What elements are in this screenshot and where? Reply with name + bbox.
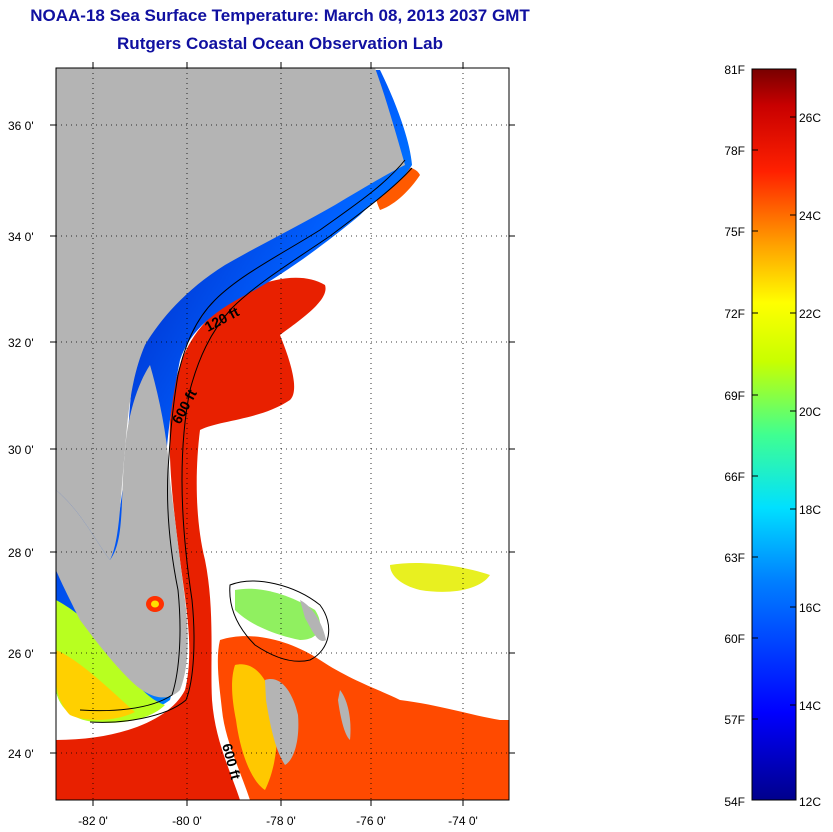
graticule	[56, 68, 509, 800]
colorbar-c-label: 18C	[799, 503, 821, 517]
contour-600ft	[89, 167, 413, 723]
colorbar-c-label: 16C	[799, 601, 821, 615]
colorbar-f-label: 69F	[724, 389, 745, 403]
colorbar-f-label: 75F	[724, 225, 745, 239]
colorbar-f-label: 63F	[724, 551, 745, 565]
map-frame	[55, 67, 510, 801]
map-subtitle: Rutgers Coastal Ocean Observation Lab	[117, 34, 443, 53]
contour-bahamas	[229, 580, 330, 662]
colorbar-f-label: 54F	[724, 795, 745, 809]
gulf-stream-band	[56, 277, 326, 800]
map-title: NOAA-18 Sea Surface Temperature: March 0…	[30, 6, 530, 25]
colorbar-f-label: 81F	[724, 63, 745, 77]
lake-okeechobee-center	[151, 600, 159, 608]
colorbar-f-label: 60F	[724, 632, 745, 646]
lon-label-78: -78 0'	[266, 814, 296, 828]
lon-label-82: -82 0'	[78, 814, 108, 828]
lon-label-80: -80 0'	[172, 814, 202, 828]
florida-shelf-yellow	[56, 650, 135, 720]
colorbar	[751, 68, 797, 801]
offshore-yellow-patch	[390, 563, 490, 592]
colorbar-c-label: 24C	[799, 209, 821, 223]
bahamas-yellow-shoals	[232, 664, 277, 790]
land-florida	[56, 365, 188, 698]
lat-label-26: 26 0'	[8, 647, 34, 661]
lon-label-74: -74 0'	[448, 814, 478, 828]
colorbar-ticks	[752, 116, 796, 720]
map-layers	[56, 68, 509, 800]
colorbar-f-label: 78F	[724, 144, 745, 158]
lat-label-36: 36 0'	[8, 119, 34, 133]
land-bahamas-andros	[265, 679, 299, 765]
colorbar-c-label: 22C	[799, 307, 821, 321]
lat-label-28: 28 0'	[8, 546, 34, 560]
lat-label-30: 30 0'	[8, 443, 34, 457]
colorbar-c-label: 26C	[799, 111, 821, 125]
lat-label-24: 24 0'	[8, 747, 34, 761]
colorbar-c-label: 12C	[799, 795, 821, 809]
colorbar-c-label: 14C	[799, 699, 821, 713]
land-bahamas-abaco	[300, 600, 326, 641]
frame-ticks	[50, 62, 515, 806]
lat-label-32: 32 0'	[8, 336, 34, 350]
colorbar-f-label: 72F	[724, 307, 745, 321]
lon-label-76: -76 0'	[356, 814, 386, 828]
contour-120ft	[79, 159, 406, 712]
lat-label-34: 34 0'	[8, 230, 34, 244]
colorbar-f-label: 57F	[724, 713, 745, 727]
bahamas-green-shoals	[235, 588, 320, 640]
colorbar-c-label: 20C	[799, 405, 821, 419]
land-mainland	[56, 68, 405, 560]
colorbar-f-label: 66F	[724, 470, 745, 484]
land-bahamas-eleuthera	[338, 690, 351, 740]
